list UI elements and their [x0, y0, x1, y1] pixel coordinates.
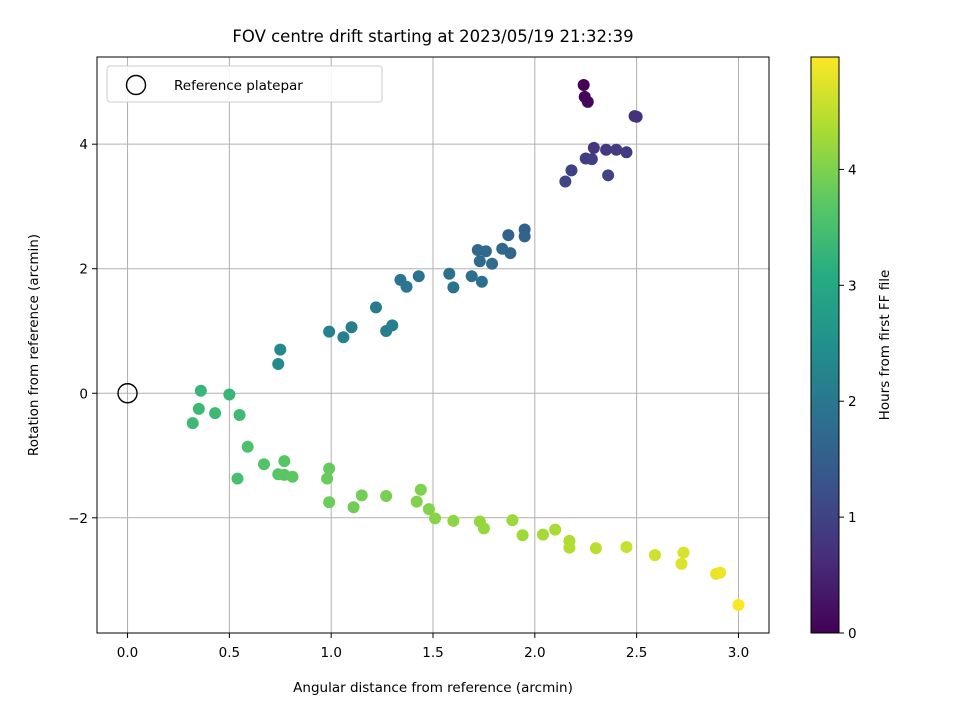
- reference-platepar-marker: [117, 383, 138, 404]
- data-point: [620, 146, 633, 159]
- y-tick-label: −2: [68, 511, 88, 527]
- colorbar: 0 1 2 3 4 Hours from first FF file: [810, 56, 893, 642]
- data-point: [602, 169, 615, 182]
- y-axis-ticks: −2 0 2 4: [68, 137, 97, 527]
- data-point: [675, 557, 688, 570]
- data-point: [345, 321, 358, 334]
- data-point: [443, 267, 456, 280]
- data-point: [518, 230, 531, 243]
- data-point: [414, 483, 427, 496]
- x-axis-label: Angular distance from reference (arcmin): [293, 680, 573, 696]
- data-point: [565, 164, 578, 177]
- data-points: [186, 79, 745, 611]
- data-point: [233, 409, 246, 422]
- data-point: [465, 270, 478, 283]
- data-point: [323, 462, 336, 475]
- data-point: [477, 522, 490, 535]
- x-tick-label: 2.5: [626, 645, 647, 661]
- data-point: [581, 95, 594, 108]
- data-point: [620, 541, 633, 554]
- data-point: [516, 529, 529, 542]
- y-tick-label: 0: [79, 386, 88, 402]
- data-point: [502, 229, 515, 242]
- data-point: [410, 495, 423, 508]
- data-point: [506, 514, 519, 527]
- data-point: [422, 503, 435, 516]
- x-tick-label: 0.0: [117, 645, 138, 661]
- x-tick-label: 2.0: [524, 645, 545, 661]
- colorbar-tick-label: 3: [848, 278, 857, 294]
- x-tick-label: 3.0: [728, 645, 749, 661]
- data-point: [412, 270, 425, 283]
- data-point: [323, 325, 336, 338]
- colorbar-label: Hours from first FF file: [877, 270, 893, 421]
- data-point: [677, 546, 690, 559]
- data-point: [577, 79, 590, 92]
- data-point: [192, 402, 205, 415]
- y-tick-label: 2: [79, 262, 88, 278]
- data-point: [479, 245, 492, 258]
- colorbar-tick-label: 0: [848, 626, 857, 642]
- data-point: [347, 501, 360, 514]
- data-point: [272, 357, 285, 370]
- data-point: [587, 141, 600, 154]
- data-point: [600, 143, 613, 156]
- data-point: [732, 598, 745, 611]
- colorbar-tick-label: 4: [848, 162, 857, 178]
- data-point: [630, 110, 643, 123]
- data-point: [610, 143, 623, 156]
- data-point: [563, 541, 576, 554]
- data-point: [447, 514, 460, 527]
- data-point: [337, 331, 350, 344]
- data-point: [274, 343, 287, 356]
- data-point: [559, 175, 572, 188]
- data-point: [589, 542, 602, 555]
- data-point: [323, 496, 336, 509]
- colorbar-tick-label: 2: [848, 394, 857, 410]
- x-axis-ticks: 0.0 0.5 1.0 1.5 2.0 2.5 3.0: [117, 633, 749, 661]
- data-point: [549, 523, 562, 536]
- data-point: [223, 388, 236, 401]
- chart-title: FOV centre drift starting at 2023/05/19 …: [232, 27, 633, 46]
- data-point: [321, 472, 334, 485]
- x-tick-label: 0.5: [219, 645, 240, 661]
- data-point: [429, 512, 442, 525]
- data-point: [648, 549, 661, 562]
- y-tick-label: 4: [79, 137, 88, 153]
- data-point: [380, 490, 393, 503]
- data-point: [194, 384, 207, 397]
- data-point: [286, 470, 299, 483]
- data-point: [369, 301, 382, 314]
- legend-entry: Reference platepar: [174, 78, 303, 94]
- y-axis-label: Rotation from reference (arcmin): [26, 234, 42, 456]
- x-tick-label: 1.5: [422, 645, 443, 661]
- data-point: [209, 407, 222, 420]
- x-tick-label: 1.0: [320, 645, 341, 661]
- data-point: [400, 280, 413, 293]
- grid-lines: [97, 57, 769, 633]
- data-point: [714, 566, 727, 579]
- data-point: [504, 247, 517, 260]
- data-point: [231, 472, 244, 485]
- data-point: [257, 458, 270, 471]
- data-point: [486, 257, 499, 270]
- colorbar-tick-label: 1: [848, 510, 857, 526]
- legend-marker: [125, 74, 147, 96]
- legend: Reference platepar: [106, 65, 383, 103]
- colorbar-gradient: [810, 56, 840, 634]
- data-point: [475, 275, 488, 288]
- colorbar-ticks: 0 1 2 3 4: [839, 162, 857, 642]
- data-point: [447, 281, 460, 294]
- data-point: [585, 153, 598, 166]
- data-point: [355, 489, 368, 502]
- data-point: [241, 440, 254, 453]
- data-point: [186, 417, 199, 430]
- data-point: [278, 455, 291, 468]
- legend-box: [106, 65, 383, 103]
- data-point: [380, 324, 393, 337]
- data-point: [536, 528, 549, 541]
- data-point: [473, 255, 486, 268]
